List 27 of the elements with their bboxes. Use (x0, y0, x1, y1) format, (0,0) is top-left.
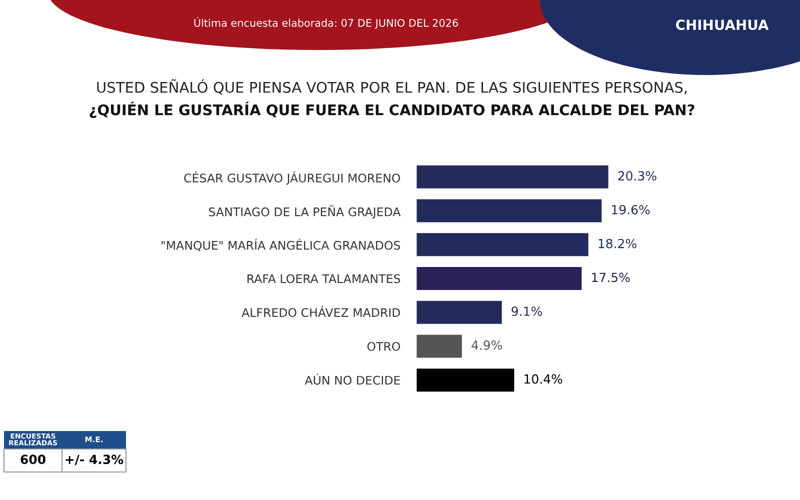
bar (416, 367, 516, 393)
y-tick-label: AÚN NO DECIDE (304, 374, 400, 385)
y-tick-label: "MANQUE" MARÍA ANGÉLICA GRANADOS (162, 238, 400, 252)
text: +/- 4.3% (66, 454, 124, 466)
data-label: 17.5% (592, 272, 630, 282)
data-label: 18.2% (598, 238, 636, 248)
text: Última encuesta elaborada: 07 DE JUNIO DEL 2026 (194, 17, 458, 29)
y-tick-label: OTRO (367, 342, 400, 351)
y-tick-label: RAFA LOERA TALAMANTES (248, 274, 400, 284)
text: CHIHUAHUA (676, 20, 769, 30)
bar (416, 198, 604, 224)
bar (416, 299, 504, 326)
text: 600 (20, 454, 46, 464)
data-label: 20.3% (618, 171, 656, 181)
data-label: 10.4% (524, 374, 562, 384)
y-tick-label: CÉSAR GUSTAVO JÁUREGUI MORENO (184, 171, 400, 185)
data-label: 4.9% (472, 340, 502, 350)
data-label: 19.6% (612, 204, 650, 214)
y-tick-label: ALFREDO CHÁVEZ MADRID (242, 306, 400, 318)
bar (416, 164, 610, 190)
data-label: 9.1% (512, 306, 542, 316)
bar (416, 232, 590, 258)
bar (416, 266, 584, 292)
y-tick-label: SANTIAGO DE LA PEÑA GRAJEDA (209, 205, 401, 219)
chart-subtitle: ¿QUIÉN LE GUSTARÍA QUE FUERA EL CANDIDATO PARA ALCALDE DEL PAN? (90, 102, 694, 118)
chart-title: USTED SEÑALÓ QUE PIENSA VOTAR POR EL PAN. DE LAS SIGUIENTES PERSONAS, (97, 79, 687, 95)
bar (416, 333, 464, 360)
